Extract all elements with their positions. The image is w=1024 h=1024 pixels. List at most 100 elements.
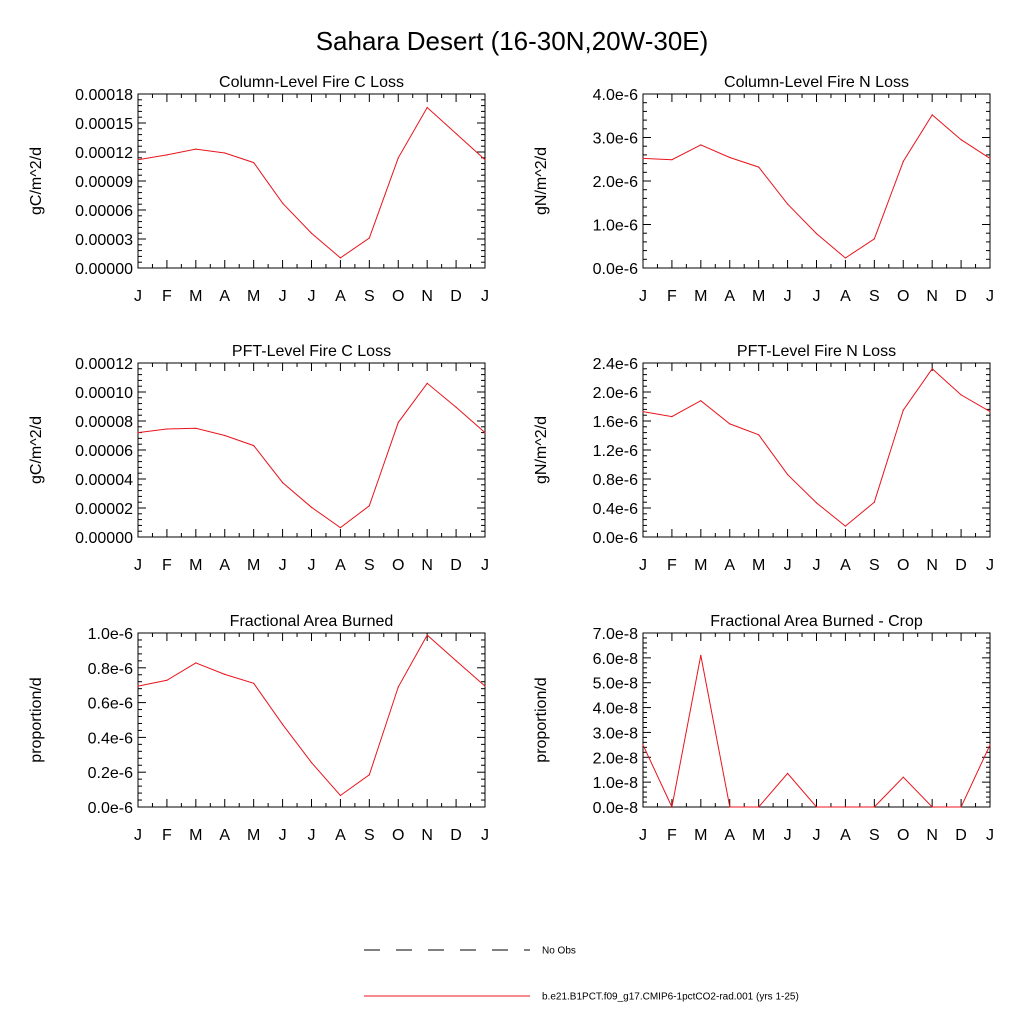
data-point xyxy=(310,506,313,508)
x-tick-label: D xyxy=(450,557,462,574)
y-tick-label: 0.00003 xyxy=(75,232,133,249)
data-point xyxy=(397,686,399,688)
y-tick-label: 0.00015 xyxy=(75,116,133,133)
x-tick-label: J xyxy=(986,557,994,574)
x-tick-label: J xyxy=(481,827,489,844)
x-tick-label: O xyxy=(897,827,909,844)
data-point xyxy=(484,159,486,161)
data-point xyxy=(700,400,702,402)
x-tick-label: S xyxy=(869,288,880,305)
y-tick-label: 0.2e-6 xyxy=(88,765,133,782)
data-point xyxy=(253,162,255,164)
data-point xyxy=(989,157,991,159)
y-tick-label: 3.0e-8 xyxy=(593,725,638,742)
data-point xyxy=(339,527,341,529)
data-point xyxy=(339,257,341,259)
y-tick-label: 1.0e-8 xyxy=(593,775,638,792)
y-tick-label: 0.0e-6 xyxy=(593,530,638,547)
x-tick-label: J xyxy=(134,288,142,305)
x-tick-label: J xyxy=(639,557,647,574)
plot-frame xyxy=(137,362,486,538)
data-point xyxy=(166,679,168,681)
data-point xyxy=(787,203,789,205)
data-point xyxy=(137,159,139,161)
legend: No Obs b.e21.B1PCT.f09_g17.CMIP6-1pctCO2… xyxy=(364,946,799,1003)
x-tick-label: O xyxy=(392,557,404,574)
x-tick-label: A xyxy=(219,288,230,305)
x-tick-label: J xyxy=(813,557,821,574)
x-tick-label: J xyxy=(639,288,647,305)
y-tick-label: 0.8e-6 xyxy=(593,472,638,489)
data-point xyxy=(960,394,962,396)
data-point xyxy=(642,411,644,413)
x-tick-label: J xyxy=(279,557,287,574)
y-tick-label: 0.00004 xyxy=(75,472,133,489)
data-point xyxy=(455,406,457,408)
data-point xyxy=(931,114,933,116)
series-line xyxy=(137,382,486,529)
x-tick-label: S xyxy=(869,827,880,844)
data-point xyxy=(282,723,284,726)
data-point xyxy=(729,423,731,425)
x-tick-label: M xyxy=(247,557,260,574)
data-point xyxy=(253,445,255,447)
data-point xyxy=(787,772,789,775)
chart-panel: Fractional Area Burned - Crop proportion/… xyxy=(533,613,994,844)
data-point xyxy=(931,368,933,370)
x-tick-label: A xyxy=(724,557,735,574)
x-tick-label: A xyxy=(219,827,230,844)
x-tick-label: A xyxy=(219,557,230,574)
y-tick-label: 0.6e-6 xyxy=(88,696,133,713)
data-point xyxy=(815,233,818,235)
y-tick-label: 0.00018 xyxy=(75,87,133,104)
data-point xyxy=(642,744,644,746)
data-point xyxy=(137,685,139,687)
x-tick-label: M xyxy=(752,557,765,574)
y-tick-label: 0.00002 xyxy=(75,501,133,518)
x-tick-label: J xyxy=(308,288,316,305)
y-tick-label: 4.0e-6 xyxy=(593,87,638,104)
data-point xyxy=(426,106,428,109)
data-point xyxy=(729,156,731,159)
y-tick-label: 0.4e-6 xyxy=(593,501,638,518)
data-point xyxy=(873,238,875,240)
data-point xyxy=(758,166,760,168)
x-tick-label: J xyxy=(813,288,821,305)
y-tick-label: 0.0e-6 xyxy=(88,800,133,817)
chart-title: Fractional Area Burned xyxy=(230,613,394,630)
x-tick-label: S xyxy=(364,288,375,305)
x-tick-label: J xyxy=(481,288,489,305)
x-tick-label: F xyxy=(162,288,172,305)
y-tick-label: 0.8e-6 xyxy=(88,661,133,678)
data-point xyxy=(700,144,702,146)
y-tick-label: 2.0e-6 xyxy=(593,385,638,402)
data-point xyxy=(282,202,284,204)
x-tick-label: J xyxy=(813,827,821,844)
x-tick-label: J xyxy=(784,557,792,574)
y-axis-label: gN/m^2/d xyxy=(533,147,550,215)
data-point xyxy=(729,806,731,808)
data-point xyxy=(426,634,428,636)
data-point xyxy=(484,685,486,687)
data-point xyxy=(282,482,284,484)
x-tick-label: J xyxy=(308,557,316,574)
y-tick-label: 2.0e-6 xyxy=(593,174,638,191)
x-tick-label: S xyxy=(364,827,375,844)
data-point xyxy=(671,416,673,418)
data-point xyxy=(787,474,789,476)
plot-frame xyxy=(642,632,991,808)
y-tick-label: 5.0e-8 xyxy=(593,676,638,693)
y-axis-label: gC/m^2/d xyxy=(28,147,45,215)
data-point xyxy=(642,157,644,159)
data-point xyxy=(960,139,962,141)
data-point xyxy=(368,774,370,776)
chart-title: PFT-Level Fire C Loss xyxy=(232,343,391,360)
data-point xyxy=(310,762,313,764)
chart-title: PFT-Level Fire N Loss xyxy=(737,343,896,360)
x-tick-label: N xyxy=(926,827,938,844)
y-tick-label: 0.0e-8 xyxy=(593,800,638,817)
data-point xyxy=(931,806,933,808)
